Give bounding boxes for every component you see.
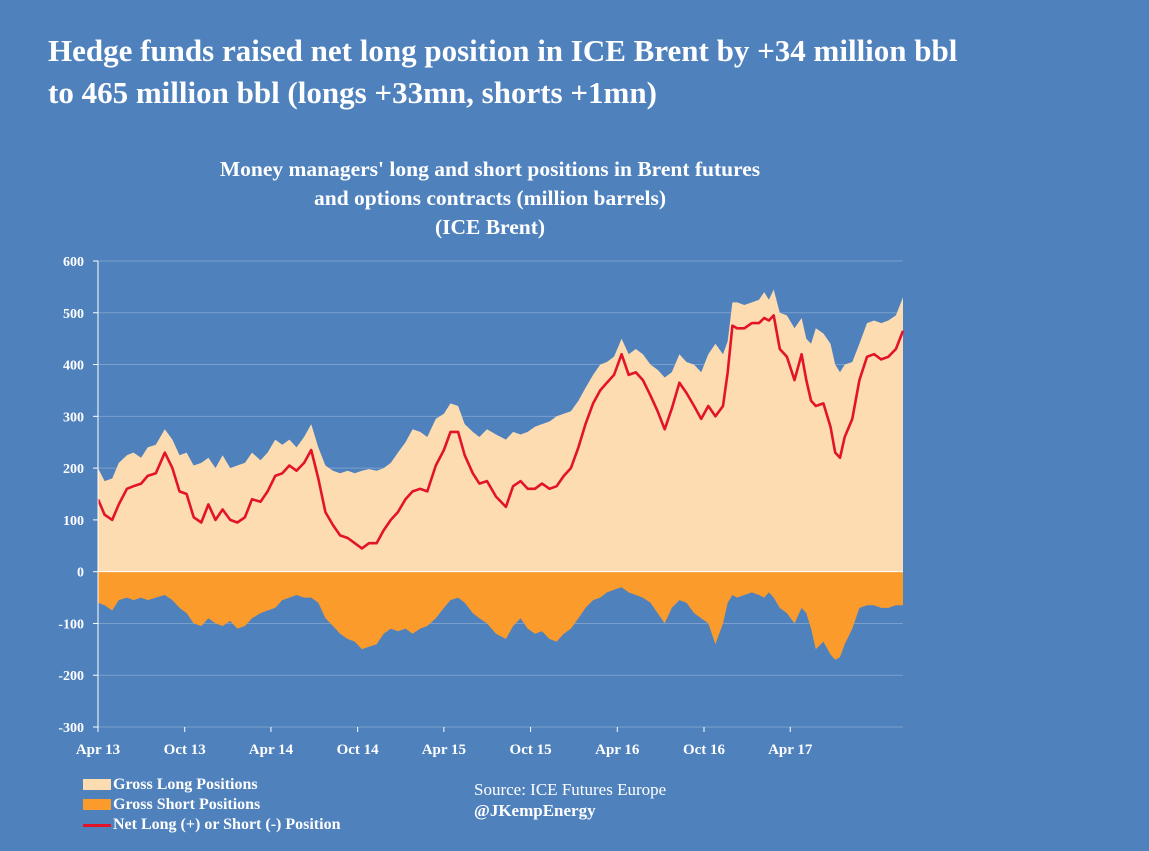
legend-swatch-long — [83, 779, 111, 790]
x-tick-label: Apr 16 — [595, 742, 640, 758]
x-tick-label: Oct 15 — [510, 742, 552, 758]
x-tick-label: Apr 14 — [249, 742, 294, 758]
source-text: Source: ICE Futures Europe — [474, 780, 667, 799]
legend-label-long: Gross Long Positions — [113, 776, 258, 793]
chart-title-line-1: Money managers' long and short positions… — [219, 157, 761, 181]
x-tick-label: Apr 13 — [76, 742, 120, 758]
y-tick-label: 200 — [63, 462, 84, 477]
x-tick-label: Apr 17 — [768, 742, 813, 758]
series-area-gross-long — [98, 289, 903, 572]
chart-title-line-2: and options contracts (million barrels) — [314, 186, 666, 210]
y-tick-label: 500 — [63, 307, 84, 322]
headline-line-1: Hedge funds raised net long position in … — [48, 33, 958, 68]
x-tick-label: Apr 15 — [422, 742, 466, 758]
y-tick-label: -200 — [58, 669, 84, 684]
y-tick-label: 300 — [63, 410, 84, 425]
y-tick-label: 600 — [63, 255, 84, 270]
y-tick-label: -300 — [58, 721, 84, 736]
legend-item-long: Gross Long Positions — [83, 775, 340, 795]
legend: Gross Long Positions Gross Short Positio… — [83, 775, 340, 835]
y-tick-label: 400 — [63, 359, 84, 374]
y-tick-label: 0 — [77, 566, 84, 581]
series-area-gross-short — [98, 571, 903, 660]
legend-swatch-net — [83, 824, 111, 827]
legend-item-short: Gross Short Positions — [83, 795, 340, 815]
legend-item-net: Net Long (+) or Short (-) Position — [83, 815, 340, 835]
x-tick-label: Oct 13 — [164, 742, 206, 758]
legend-label-short: Gross Short Positions — [113, 796, 261, 813]
chart-title-line-3: (ICE Brent) — [434, 215, 546, 239]
author-handle: @JKempEnergy — [474, 801, 596, 820]
headline: Hedge funds raised net long position in … — [48, 30, 1128, 114]
y-tick-label: 100 — [63, 514, 84, 529]
source-note: Source: ICE Futures Europe @JKempEnergy — [474, 779, 666, 821]
legend-label-net: Net Long (+) or Short (-) Position — [113, 816, 341, 833]
legend-swatch-short — [83, 799, 111, 810]
x-tick-label: Oct 14 — [337, 742, 380, 758]
y-tick-label: -100 — [58, 617, 84, 632]
series-line-net-position — [96, 314, 905, 550]
chart-title: Money managers' long and short positions… — [60, 155, 920, 242]
x-tick-label: Oct 16 — [683, 742, 726, 758]
headline-line-2: to 465 million bbl (longs +33mn, shorts … — [48, 75, 657, 110]
